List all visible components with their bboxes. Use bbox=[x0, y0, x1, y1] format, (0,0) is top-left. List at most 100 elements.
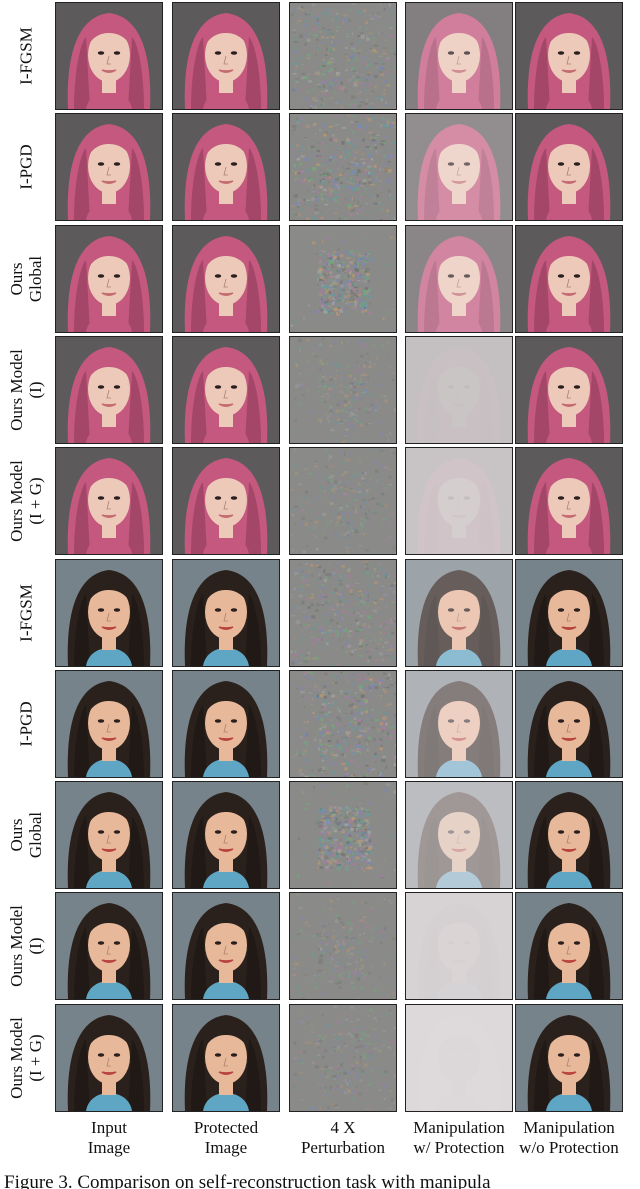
image-manip-with bbox=[405, 1003, 513, 1112]
image-input bbox=[55, 224, 163, 333]
portrait-image bbox=[516, 782, 622, 889]
portrait-image bbox=[56, 448, 162, 555]
image-manip-with bbox=[405, 669, 513, 778]
image-manip-without bbox=[515, 558, 623, 667]
image-perturbation bbox=[289, 447, 397, 556]
image-manip-without bbox=[515, 892, 623, 1001]
figure-row: Ours Global bbox=[0, 781, 640, 890]
figure-row: Ours Global bbox=[0, 224, 640, 333]
portrait-image bbox=[56, 559, 162, 666]
portrait-image bbox=[56, 1004, 162, 1111]
portrait-image bbox=[173, 782, 279, 889]
row-label: Ours Global bbox=[0, 781, 52, 889]
image-protected bbox=[172, 1003, 280, 1112]
image-perturbation bbox=[289, 113, 397, 222]
image-input bbox=[55, 447, 163, 556]
perturbation-image bbox=[290, 559, 396, 666]
row-label: I-PGD bbox=[0, 670, 52, 778]
portrait-image bbox=[516, 448, 622, 555]
portrait-image bbox=[173, 336, 279, 443]
image-manip-without bbox=[515, 669, 623, 778]
column-label-manip-without: Manipulation w/o Protection bbox=[519, 1118, 619, 1157]
portrait-image bbox=[56, 225, 162, 332]
image-input bbox=[55, 1003, 163, 1112]
column-label-manip-with: Manipulation w/ Protection bbox=[413, 1118, 505, 1157]
perturbation-image bbox=[290, 448, 396, 555]
image-manip-with bbox=[405, 781, 513, 890]
figure-row: Ours Model (I + G) bbox=[0, 1003, 640, 1112]
portrait-image bbox=[56, 114, 162, 221]
portrait-image bbox=[406, 3, 512, 109]
image-input bbox=[55, 781, 163, 890]
portrait-image bbox=[56, 670, 162, 777]
row-label: Ours Model (I) bbox=[0, 336, 52, 444]
image-manip-with bbox=[405, 558, 513, 667]
portrait-image bbox=[56, 782, 162, 889]
portrait-image bbox=[516, 114, 622, 221]
image-manip-without bbox=[515, 1003, 623, 1112]
image-perturbation bbox=[289, 2, 397, 110]
image-perturbation bbox=[289, 892, 397, 1001]
portrait-image bbox=[516, 670, 622, 777]
image-input bbox=[55, 892, 163, 1001]
row-label: I-FGSM bbox=[0, 559, 52, 667]
portrait-image bbox=[173, 1004, 279, 1111]
image-manip-with bbox=[405, 113, 513, 222]
image-manip-with bbox=[405, 335, 513, 444]
portrait-image bbox=[173, 3, 279, 109]
portrait-image bbox=[516, 225, 622, 332]
perturbation-image bbox=[290, 114, 396, 221]
image-manip-without bbox=[515, 113, 623, 222]
portrait-image bbox=[173, 670, 279, 777]
portrait-image bbox=[173, 225, 279, 332]
perturbation-image bbox=[290, 782, 396, 889]
figure-caption: Figure 3. Comparison on self-reconstruct… bbox=[4, 1172, 491, 1189]
image-manip-with bbox=[405, 447, 513, 556]
image-input bbox=[55, 558, 163, 667]
image-manip-without bbox=[515, 224, 623, 333]
portrait-image bbox=[406, 448, 512, 555]
perturbation-image bbox=[290, 336, 396, 443]
figure-row: Ours Model (I) bbox=[0, 335, 640, 444]
perturbation-image bbox=[290, 3, 396, 109]
row-label-text: I-PGD bbox=[16, 144, 36, 190]
row-label-text: I-FGSM bbox=[16, 583, 36, 642]
perturbation-image bbox=[290, 670, 396, 777]
figure-row: Ours Model (I + G) bbox=[0, 447, 640, 556]
portrait-image bbox=[406, 670, 512, 777]
image-perturbation bbox=[289, 224, 397, 333]
image-protected bbox=[172, 2, 280, 110]
figure-row: I-FGSM bbox=[0, 558, 640, 667]
portrait-image bbox=[173, 893, 279, 1000]
figure-row: I-FGSM bbox=[0, 2, 640, 110]
image-input bbox=[55, 2, 163, 110]
portrait-image bbox=[516, 559, 622, 666]
portrait-image bbox=[406, 225, 512, 332]
image-protected bbox=[172, 335, 280, 444]
portrait-image bbox=[56, 3, 162, 109]
portrait-image bbox=[406, 114, 512, 221]
row-label: Ours Global bbox=[0, 225, 52, 333]
portrait-image bbox=[173, 114, 279, 221]
perturbation-image bbox=[290, 225, 396, 332]
column-label-perturbation: 4 X Perturbation bbox=[300, 1118, 386, 1157]
image-manip-with bbox=[405, 224, 513, 333]
image-protected bbox=[172, 781, 280, 890]
row-label-text: Ours Global bbox=[7, 255, 45, 302]
image-manip-without bbox=[515, 781, 623, 890]
image-manip-with bbox=[405, 892, 513, 1001]
portrait-image bbox=[56, 893, 162, 1000]
image-protected bbox=[172, 669, 280, 778]
row-label-text: Ours Global bbox=[7, 811, 45, 859]
perturbation-image bbox=[290, 893, 396, 1000]
image-input bbox=[55, 669, 163, 778]
row-label: Ours Model (I) bbox=[0, 892, 52, 1000]
portrait-image bbox=[56, 336, 162, 443]
row-label-text: Ours Model (I) bbox=[7, 905, 45, 988]
perturbation-image bbox=[290, 1004, 396, 1111]
portrait-image bbox=[406, 1004, 512, 1111]
portrait-image bbox=[406, 559, 512, 666]
portrait-image bbox=[406, 782, 512, 889]
image-protected bbox=[172, 892, 280, 1001]
